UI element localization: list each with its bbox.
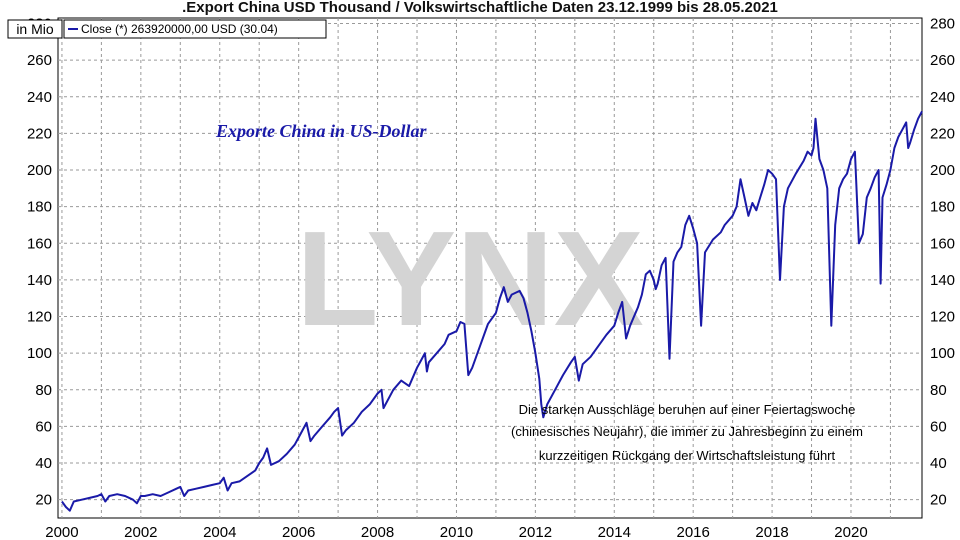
x-tick-label: 2000 [45,524,78,540]
series-line-close [61,110,923,512]
annotation-title: Exporte China in US-Dollar [215,121,428,141]
x-tick-label: 2010 [440,524,473,540]
y-tick-label-right: 160 [930,235,955,252]
y-tick-label-left: 240 [27,89,52,106]
y-tick-label-right: 40 [930,455,947,472]
y-tick-label-left: 140 [27,272,52,289]
x-axis: 2000 2002 2004 2006 2008 2010 2012 2014 2016 2018… [45,524,867,540]
y-tick-label-right: 260 [930,52,955,69]
y-tick-label-left: 60 [35,418,52,435]
x-tick-label: 2016 [676,524,709,540]
y-tick-label-left: 40 [35,455,52,472]
y-axis-right: 20 40 60 80 100 120 140 160 180 200 220 240 260 280 [930,15,955,508]
y-tick-label-left: 220 [27,125,52,142]
x-tick-label: 2014 [598,524,631,540]
x-tick-label: 2002 [124,524,157,540]
y-tick-label-right: 240 [930,89,955,106]
x-tick-label: 2008 [361,524,394,540]
annotation-note-line-2: (chinesisches Neujahr), die immer zu Jah… [511,424,863,439]
legend-box [63,19,327,39]
x-tick-label: 2004 [203,524,236,540]
x-tick-label: 2012 [519,524,552,540]
y-tick-label-left: 160 [27,235,52,252]
y-tick-label-right: 140 [930,272,955,289]
y-tick-label-left: 20 [35,492,52,509]
y-tick-label-right: 100 [930,345,955,362]
y-tick-label-right: 280 [930,15,955,32]
unit-box [7,19,63,39]
y-tick-label-right: 220 [930,125,955,142]
y-tick-label-left: 180 [27,199,52,216]
annotation-note-line-1: Die starken Ausschläge beruhen auf einer… [519,402,856,417]
y-tick-label-right: 80 [930,382,947,399]
y-tick-label-left: 120 [27,309,52,326]
y-tick-label-left: 80 [35,382,52,399]
y-tick-label-left: 260 [27,52,52,69]
watermark-lynx: LYNX [296,203,644,354]
plot-area [57,17,923,519]
annotation-note-line-3: kurzzeitigen Rückgang der Wirtschaftslei… [539,448,836,463]
y-tick-label-right: 20 [930,492,947,509]
y-tick-label-right: 60 [930,418,947,435]
y-tick-label-right: 180 [930,199,955,216]
y-tick-label-left: 100 [27,345,52,362]
y-tick-label-left: 200 [27,162,52,179]
x-tick-label: 2020 [834,524,867,540]
unit-label: in Mio [16,21,54,37]
x-tick-label: 2006 [282,524,315,540]
x-tick-label: 2018 [755,524,788,540]
y-tick-label-right: 200 [930,162,955,179]
y-tick-label-right: 120 [930,309,955,326]
legend-text: Close (*) 263920000,00 USD (30.04) [81,22,278,36]
chart-title: .Export China USD Thousand / Volkswirtsc… [182,0,778,16]
